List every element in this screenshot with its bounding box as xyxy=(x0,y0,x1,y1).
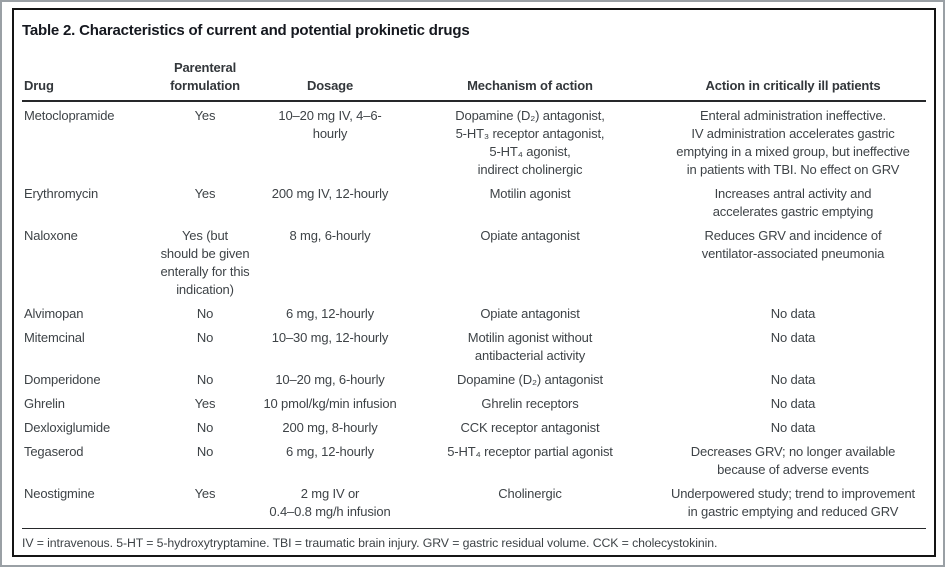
cell-drug: Dexloxiglumide xyxy=(24,420,111,435)
cell-mechanism: Dopamine (D₂) antagonist xyxy=(457,372,603,387)
table-2-panel: Table 2. Characteristics of current and … xyxy=(12,8,936,557)
table-header: Drug Parenteral formulation Dosage Mecha… xyxy=(22,59,926,102)
cell-dosage: 10–30 mg, 12-hourly xyxy=(271,330,389,345)
cell-action: Increases antral activity and accelerate… xyxy=(712,186,874,219)
cell-mechanism: Motilin agonist xyxy=(489,186,571,201)
cell-parenteral: No xyxy=(196,306,214,321)
table-body: Metoclopramide Yes 10–20 mg IV, 4–6-hour… xyxy=(22,101,926,524)
cell-parenteral: Yes (but should be given enterally for t… xyxy=(160,228,250,297)
cell-dosage: 8 mg, 6-hourly xyxy=(289,228,371,243)
col-header-drug: Drug xyxy=(22,59,150,102)
cell-drug: Ghrelin xyxy=(24,396,65,411)
cell-mechanism: Motilin agonist without antibacterial ac… xyxy=(467,330,593,363)
cell-dosage: 6 mg, 12-hourly xyxy=(285,444,375,459)
cell-drug: Alvimopan xyxy=(24,306,84,321)
table-row-ghrelin: Ghrelin Yes 10 pmol/kg/min infusion Ghre… xyxy=(22,392,926,416)
cell-dosage: 10–20 mg, 6-hourly xyxy=(275,372,385,387)
cell-drug: Metoclopramide xyxy=(24,108,115,123)
cell-drug: Mitemcinal xyxy=(24,330,85,345)
cell-dosage: 10 pmol/kg/min infusion xyxy=(263,396,397,411)
cell-dosage: 2 mg IV or 0.4–0.8 mg/h infusion xyxy=(269,486,391,519)
table-footnote: IV = intravenous. 5-HT = 5-hydroxytrypta… xyxy=(22,528,926,550)
cell-parenteral: Yes xyxy=(194,186,216,201)
table-row-naloxone: Naloxone Yes (but should be given entera… xyxy=(22,224,926,302)
cell-mechanism: Dopamine (D₂) antagonist, 5-HT₃ receptor… xyxy=(455,108,605,177)
prokinetic-drugs-table: Drug Parenteral formulation Dosage Mecha… xyxy=(22,59,926,524)
cell-action: Underpowered study; trend to improvement… xyxy=(670,486,915,519)
table-row-neostigmine: Neostigmine Yes 2 mg IV or 0.4–0.8 mg/h … xyxy=(22,482,926,524)
cell-action: No data xyxy=(770,306,816,321)
cell-action: Reduces GRV and incidence of ventilator-… xyxy=(701,228,885,261)
cell-dosage: 10–20 mg IV, 4–6-hourly xyxy=(278,108,382,141)
cell-parenteral: No xyxy=(196,330,214,345)
cell-action: Enteral administration ineffective. IV a… xyxy=(676,108,910,177)
cell-parenteral: Yes xyxy=(194,486,216,501)
cell-drug: Domperidone xyxy=(24,372,101,387)
cell-action: No data xyxy=(770,372,816,387)
cell-drug: Neostigmine xyxy=(24,486,95,501)
cell-action: No data xyxy=(770,396,816,411)
cell-dosage: 200 mg, 8-hourly xyxy=(282,420,378,435)
cell-mechanism: Opiate antagonist xyxy=(480,306,580,321)
header-row: Drug Parenteral formulation Dosage Mecha… xyxy=(22,59,926,102)
cell-drug: Naloxone xyxy=(24,228,78,243)
table-row-domperidone: Domperidone No 10–20 mg, 6-hourly Dopami… xyxy=(22,368,926,392)
cell-mechanism: CCK receptor antagonist xyxy=(460,420,600,435)
table-row-alvimopan: Alvimopan No 6 mg, 12-hourly Opiate anta… xyxy=(22,302,926,326)
cell-action: No data xyxy=(770,330,816,345)
cell-action: No data xyxy=(770,420,816,435)
cell-mechanism: Opiate antagonist xyxy=(480,228,580,243)
cell-mechanism: 5-HT₄ receptor partial agonist xyxy=(447,444,613,459)
table-row-dexloxiglumide: Dexloxiglumide No 200 mg, 8-hourly CCK r… xyxy=(22,416,926,440)
col-header-mechanism: Mechanism of action xyxy=(400,59,660,102)
cell-drug: Erythromycin xyxy=(24,186,99,201)
table-row-tegaserod: Tegaserod No 6 mg, 12-hourly 5-HT₄ recep… xyxy=(22,440,926,482)
cell-mechanism: Ghrelin receptors xyxy=(481,396,579,411)
cell-parenteral: Yes xyxy=(194,396,216,411)
col-header-action: Action in critically ill patients xyxy=(660,59,926,102)
cell-dosage: 200 mg IV, 12-hourly xyxy=(271,186,389,201)
cell-parenteral: No xyxy=(196,444,214,459)
table-row-mitemcinal: Mitemcinal No 10–30 mg, 12-hourly Motili… xyxy=(22,326,926,368)
cell-action: Decreases GRV; no longer available becau… xyxy=(690,444,896,477)
cell-dosage: 6 mg, 12-hourly xyxy=(285,306,375,321)
cell-mechanism: Cholinergic xyxy=(498,486,562,501)
cell-parenteral: No xyxy=(196,372,214,387)
table-row-metoclopramide: Metoclopramide Yes 10–20 mg IV, 4–6-hour… xyxy=(22,101,926,182)
cell-parenteral: Yes xyxy=(194,108,216,123)
cell-parenteral: No xyxy=(196,420,214,435)
cell-drug: Tegaserod xyxy=(24,444,84,459)
table-row-erythromycin: Erythromycin Yes 200 mg IV, 12-hourly Mo… xyxy=(22,182,926,224)
col-header-dosage: Dosage xyxy=(260,59,400,102)
table-title: Table 2. Characteristics of current and … xyxy=(22,22,470,39)
col-header-parenteral-formulation: Parenteral formulation xyxy=(150,59,260,102)
